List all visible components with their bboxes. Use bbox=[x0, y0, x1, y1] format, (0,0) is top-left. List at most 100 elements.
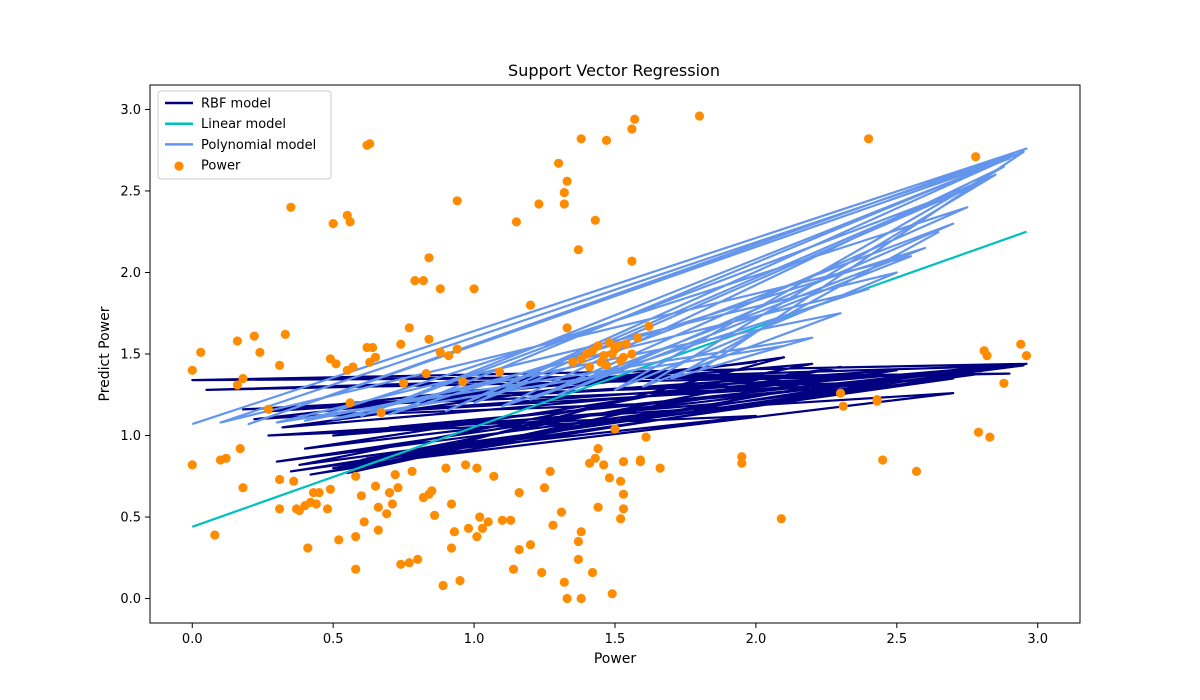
scatter-point bbox=[444, 351, 454, 361]
scatter-point bbox=[632, 333, 643, 343]
scatter-point bbox=[187, 460, 197, 470]
scatter-point bbox=[1016, 339, 1026, 349]
scatter-point bbox=[475, 512, 485, 522]
scatter-point bbox=[331, 359, 341, 369]
scatter-point bbox=[525, 300, 536, 310]
scatter-point bbox=[562, 593, 572, 604]
scatter-point bbox=[593, 341, 603, 351]
scatter-point bbox=[590, 215, 600, 225]
scatter-point bbox=[399, 378, 409, 388]
scatter-point bbox=[576, 354, 586, 364]
scatter-point bbox=[508, 564, 519, 574]
scatter-point bbox=[483, 517, 493, 527]
scatter-point bbox=[382, 509, 392, 519]
scatter-point bbox=[655, 463, 665, 473]
scatter-point bbox=[469, 284, 479, 294]
scatter-point bbox=[601, 135, 612, 145]
scatter-point bbox=[630, 114, 640, 124]
scatter-point bbox=[328, 219, 338, 229]
scatter-point bbox=[435, 284, 445, 294]
scatter-point bbox=[514, 545, 524, 555]
scatter-point bbox=[477, 523, 488, 534]
legend-box bbox=[157, 90, 332, 180]
scatter-point bbox=[359, 517, 369, 527]
scatter-point bbox=[322, 504, 333, 514]
scatter-point bbox=[548, 520, 558, 530]
scatter-point bbox=[607, 589, 617, 599]
scatter-point bbox=[585, 362, 595, 372]
scatter-point bbox=[573, 536, 584, 547]
legend-label: Polynomial model bbox=[201, 138, 316, 153]
scatter-point bbox=[621, 339, 631, 349]
scatter-point bbox=[187, 365, 197, 375]
scatter-point bbox=[545, 466, 555, 476]
scatter-point bbox=[627, 256, 637, 266]
y-tick-label: 1.0 bbox=[120, 429, 141, 444]
scatter-point bbox=[275, 360, 285, 370]
scatter-point bbox=[604, 473, 615, 483]
scatter-point bbox=[446, 543, 457, 553]
scatter-point bbox=[872, 395, 882, 405]
scatter-point bbox=[232, 336, 242, 346]
series-layer bbox=[191, 147, 1028, 528]
scatter-point bbox=[604, 338, 615, 348]
scatter-point bbox=[345, 398, 355, 408]
scatter-point bbox=[599, 460, 609, 470]
scatter-point bbox=[390, 470, 400, 480]
scatter-point bbox=[562, 176, 572, 186]
scatter-point bbox=[537, 567, 547, 578]
scatter-point bbox=[534, 199, 544, 209]
scatter-point bbox=[232, 380, 242, 390]
scatter-point bbox=[249, 331, 259, 341]
scatter-point bbox=[494, 367, 505, 377]
scatter-point bbox=[238, 483, 248, 493]
legend-swatch bbox=[174, 161, 184, 171]
plot-area bbox=[149, 84, 1081, 624]
scatter-point bbox=[255, 347, 265, 357]
scatter-point bbox=[373, 525, 383, 535]
series-line-polynomial-model bbox=[191, 147, 1028, 426]
scatter-point bbox=[286, 202, 296, 212]
scatter-point bbox=[559, 199, 569, 209]
scatter-point bbox=[737, 458, 747, 468]
scatter-point bbox=[263, 404, 273, 414]
scatter-point bbox=[985, 432, 995, 442]
scatter-point bbox=[404, 558, 414, 568]
x-tick-label: 2.5 bbox=[886, 632, 907, 647]
scatter-point bbox=[559, 188, 569, 198]
scatter-point bbox=[694, 111, 705, 121]
legend-label: Linear model bbox=[201, 117, 286, 132]
scatter-point bbox=[573, 245, 584, 255]
scatter-point bbox=[497, 515, 507, 525]
scatter-point bbox=[373, 502, 383, 512]
scatter-point bbox=[971, 152, 981, 162]
scatter-point bbox=[573, 554, 584, 565]
scatter-point bbox=[435, 347, 445, 357]
scatter-point bbox=[737, 452, 747, 462]
scatter-point bbox=[275, 474, 285, 485]
scatter-point bbox=[418, 276, 428, 286]
scatter-point bbox=[410, 276, 420, 286]
scatter-point bbox=[424, 334, 434, 344]
scatter-point bbox=[461, 460, 471, 470]
scatter-point bbox=[452, 196, 462, 206]
scatter-point bbox=[616, 355, 626, 366]
scatter-point bbox=[396, 559, 406, 569]
scatter-point bbox=[345, 217, 355, 227]
scatter-point bbox=[593, 444, 603, 454]
scatter-point bbox=[590, 453, 600, 463]
scatter-point bbox=[370, 481, 381, 491]
scatter-point bbox=[576, 134, 586, 144]
scatter-point bbox=[351, 564, 361, 574]
scatter-point bbox=[627, 349, 637, 359]
scatter-point bbox=[446, 499, 457, 509]
y-tick-label: 3.0 bbox=[120, 103, 141, 118]
x-axis-label: Power bbox=[594, 651, 637, 667]
scatter-point bbox=[641, 432, 651, 442]
scatter-point bbox=[616, 514, 626, 524]
scatter-point bbox=[576, 593, 586, 604]
series-line-linear-model bbox=[191, 230, 1027, 528]
scatter-point bbox=[562, 323, 572, 333]
scatter-point bbox=[463, 523, 474, 534]
scatter-point bbox=[387, 499, 397, 509]
